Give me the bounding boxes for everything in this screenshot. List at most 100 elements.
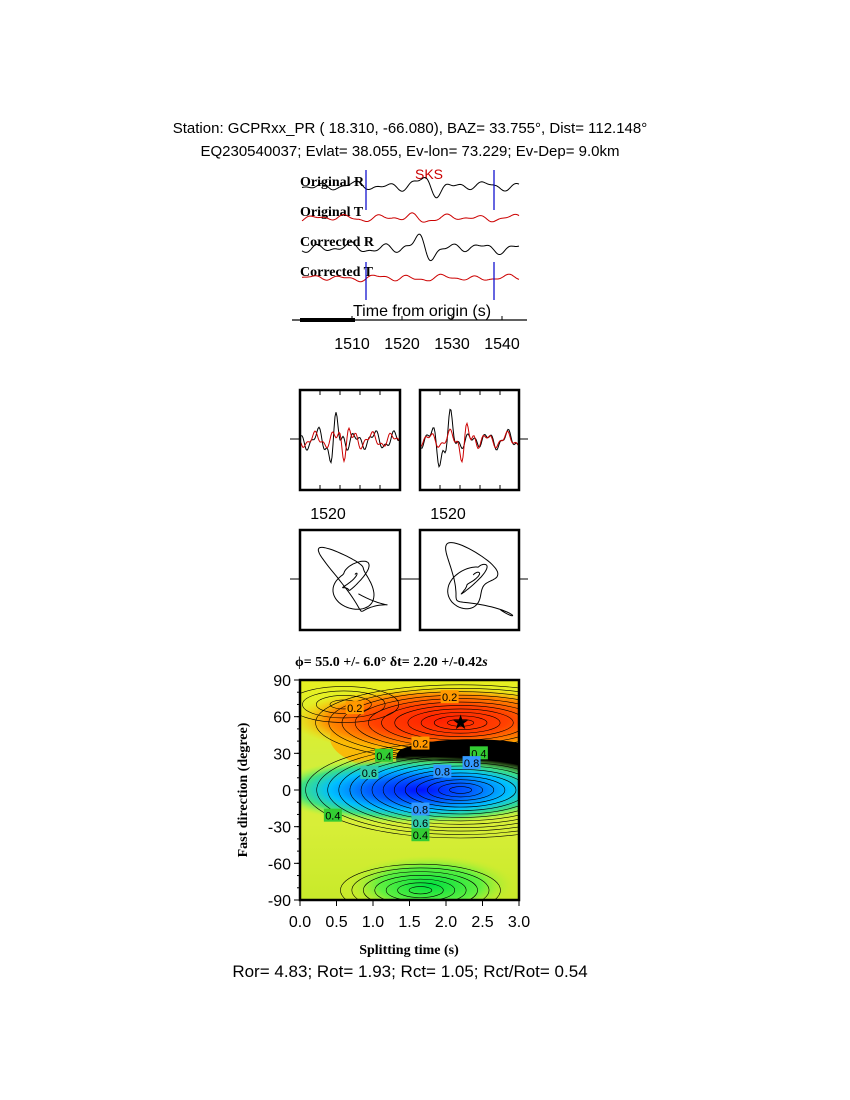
contour-label-text: 0.8 [464,758,479,770]
y-tick-label: 60 [273,710,291,727]
contour-label-text: 0.8 [435,767,450,779]
contour-ring [360,758,519,822]
contour-ring [394,705,519,741]
contour-ring [407,708,514,737]
trace-label-original-t: Original T [300,205,364,220]
trace-tick-1530: 1530 [434,336,470,353]
x-tick-label: 0.5 [325,914,347,931]
x-tick-label: 1.5 [398,914,420,931]
waveform-overlay-original: 1520 [290,388,402,523]
contour-field [300,680,519,900]
contour-ring [420,712,501,734]
contour-ring [371,762,519,818]
contour-label: 0.6 [360,765,379,780]
event-info-line: EQ230540037; Evlat= 38.055, Ev-lon= 73.2… [200,143,620,160]
contour-ring [302,690,386,719]
grid-search-x-axis-label: Splitting time (s) [359,943,459,958]
contour-ring [338,752,519,828]
contour-label-text: 0.4 [413,830,428,842]
grid-search-x-tick-labels: 0.0 0.5 1.0 1.5 2.0 2.5 3.0 [289,914,530,931]
y-tick-label: 0 [282,783,291,800]
contour-ring [381,701,519,744]
contour-label: 0.4 [374,748,393,763]
particle-motion-corrected-path [445,542,514,617]
contour-ring [315,684,519,762]
grid-search-y-axis-label: Fast direction (degree) [236,722,251,857]
contour-ring [305,741,519,839]
y-tick-label: -90 [268,893,291,910]
contour-ring [433,715,488,730]
contour-ring [349,755,519,825]
trace-tick-1520: 1520 [384,336,420,353]
x-tick-label: 3.0 [508,914,530,931]
grid-search-title-phi: ϕ= 55.0 +/- 6.0° [295,655,390,670]
x-tick-label: 1.0 [362,914,384,931]
grid-search-title-unit: s [481,655,488,670]
contour-ring [351,867,490,900]
contour-label-text: 0.6 [413,818,428,830]
waveform-tick-1520-left: 1520 [310,506,346,523]
contour-ring [447,718,475,727]
contour-label: 0.8 [411,802,430,817]
y-tick-label: -60 [268,856,291,873]
contour-label-text: 0.4 [376,751,391,763]
grid-search-y-tick-labels: 90 60 30 0 -30 -60 -90 [268,673,291,910]
contour-label-text: 0.2 [347,703,362,715]
contour-label: 0.4 [323,808,342,823]
waveform-tick-1520-right: 1520 [430,506,466,523]
contour-ring [300,686,400,723]
contour-label-text: 0.6 [362,768,377,780]
contour-ring [449,786,473,794]
contour-labels: 0.20.20.20.4 0.40.6 0.80.80.80.60.40.4 [323,690,488,842]
contour-ring [408,886,433,895]
trace-tick-1540: 1540 [484,336,520,353]
contour-label-text: 0.2 [442,692,457,704]
grid-search-title-dt: δt= 2.20 +/-0.42 [390,655,482,670]
contour-ring [341,691,519,755]
x-tick-label: 2.0 [435,914,457,931]
y-tick-label: -30 [268,820,291,837]
waveform-corrected-transverse [420,421,519,464]
trace-corrected-t [301,273,520,283]
x-tick-label: 2.5 [471,914,493,931]
trace-original-r [301,176,520,199]
y-tick-label: 30 [273,746,291,763]
trace-x-ticks [351,316,503,320]
contour-ring [363,871,478,900]
contour-ring [368,698,519,748]
waveform-overlay-corrected: 1520 [418,388,528,523]
station-info-line: Station: GCPRxx_PR ( 18.310, -66.080), B… [172,120,648,137]
contour-ring [397,882,444,898]
contour-ring [427,779,495,801]
contour-ring [354,694,519,751]
particle-motion-original-path [317,546,388,612]
contour-label: 0.8 [433,764,452,779]
misfit-summary: Ror= 4.83; Rot= 1.93; Rct= 1.05; Rct/Rot… [232,962,588,981]
contour-ring [327,748,519,832]
contour-ring [316,745,519,835]
particle-motion-corrected [410,528,528,632]
contour-label: 0.8 [462,756,481,770]
particle-motion-original [290,528,410,632]
contour-ring [328,687,519,758]
contour-ring [382,765,519,815]
contour-ring [438,782,484,798]
y-tick-label: 90 [273,673,291,690]
grid-search-ticks [294,679,520,906]
contour-ring [416,775,506,804]
trace-original-t [301,212,520,223]
trace-tick-1510: 1510 [334,336,370,353]
contour-ring [393,769,519,811]
contour-ring [315,695,372,714]
x-tick-label: 0.0 [289,914,311,931]
contour-label-text: 0.4 [325,811,340,823]
contour-ring [374,875,467,900]
waveform-original-radial [300,412,400,464]
contour-label: 0.2 [345,701,364,715]
trace-label-corrected-r: Corrected R [300,235,375,250]
contour-label: 0.2 [411,736,430,751]
grid-search-plot: ϕ= 55.0 +/- 6.0° δt= 2.20 +/-0.42s 0.2 0.… [236,655,530,958]
waveform-original-transverse [300,426,400,464]
trace-panel: Original R Original T Corrected R Correc… [292,166,527,353]
